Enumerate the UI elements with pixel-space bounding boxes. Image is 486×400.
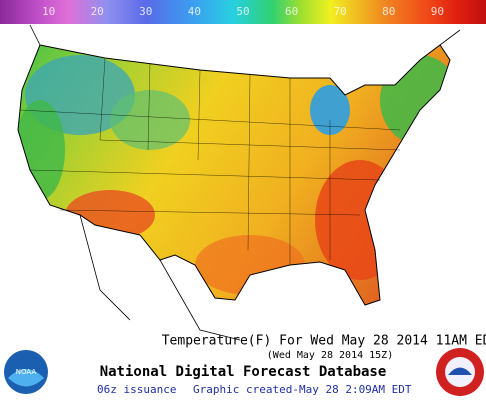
logo-text: NOAA — [16, 368, 37, 376]
color-scale — [0, 0, 486, 24]
scale-label: 30 — [139, 5, 152, 18]
map-title: Temperature(F) For Wed May 28 2014 11AM … — [162, 334, 486, 349]
scale-label: 60 — [285, 5, 298, 18]
scale-label: 80 — [382, 5, 395, 18]
map-subtitle: (Wed May 28 2014 15Z) — [267, 350, 393, 361]
scale-label: 20 — [91, 5, 104, 18]
scale-label: 40 — [188, 5, 201, 18]
scale-label: 10 — [42, 5, 55, 18]
scale-label: 50 — [236, 5, 249, 18]
scale-label: 90 — [431, 5, 444, 18]
footer-title: National Digital Forecast Database — [100, 364, 387, 380]
scale-label: 70 — [334, 5, 347, 18]
issuance: 06z issuance — [97, 383, 176, 396]
created: Graphic created-May 28 2:09AM EDT — [193, 383, 412, 396]
